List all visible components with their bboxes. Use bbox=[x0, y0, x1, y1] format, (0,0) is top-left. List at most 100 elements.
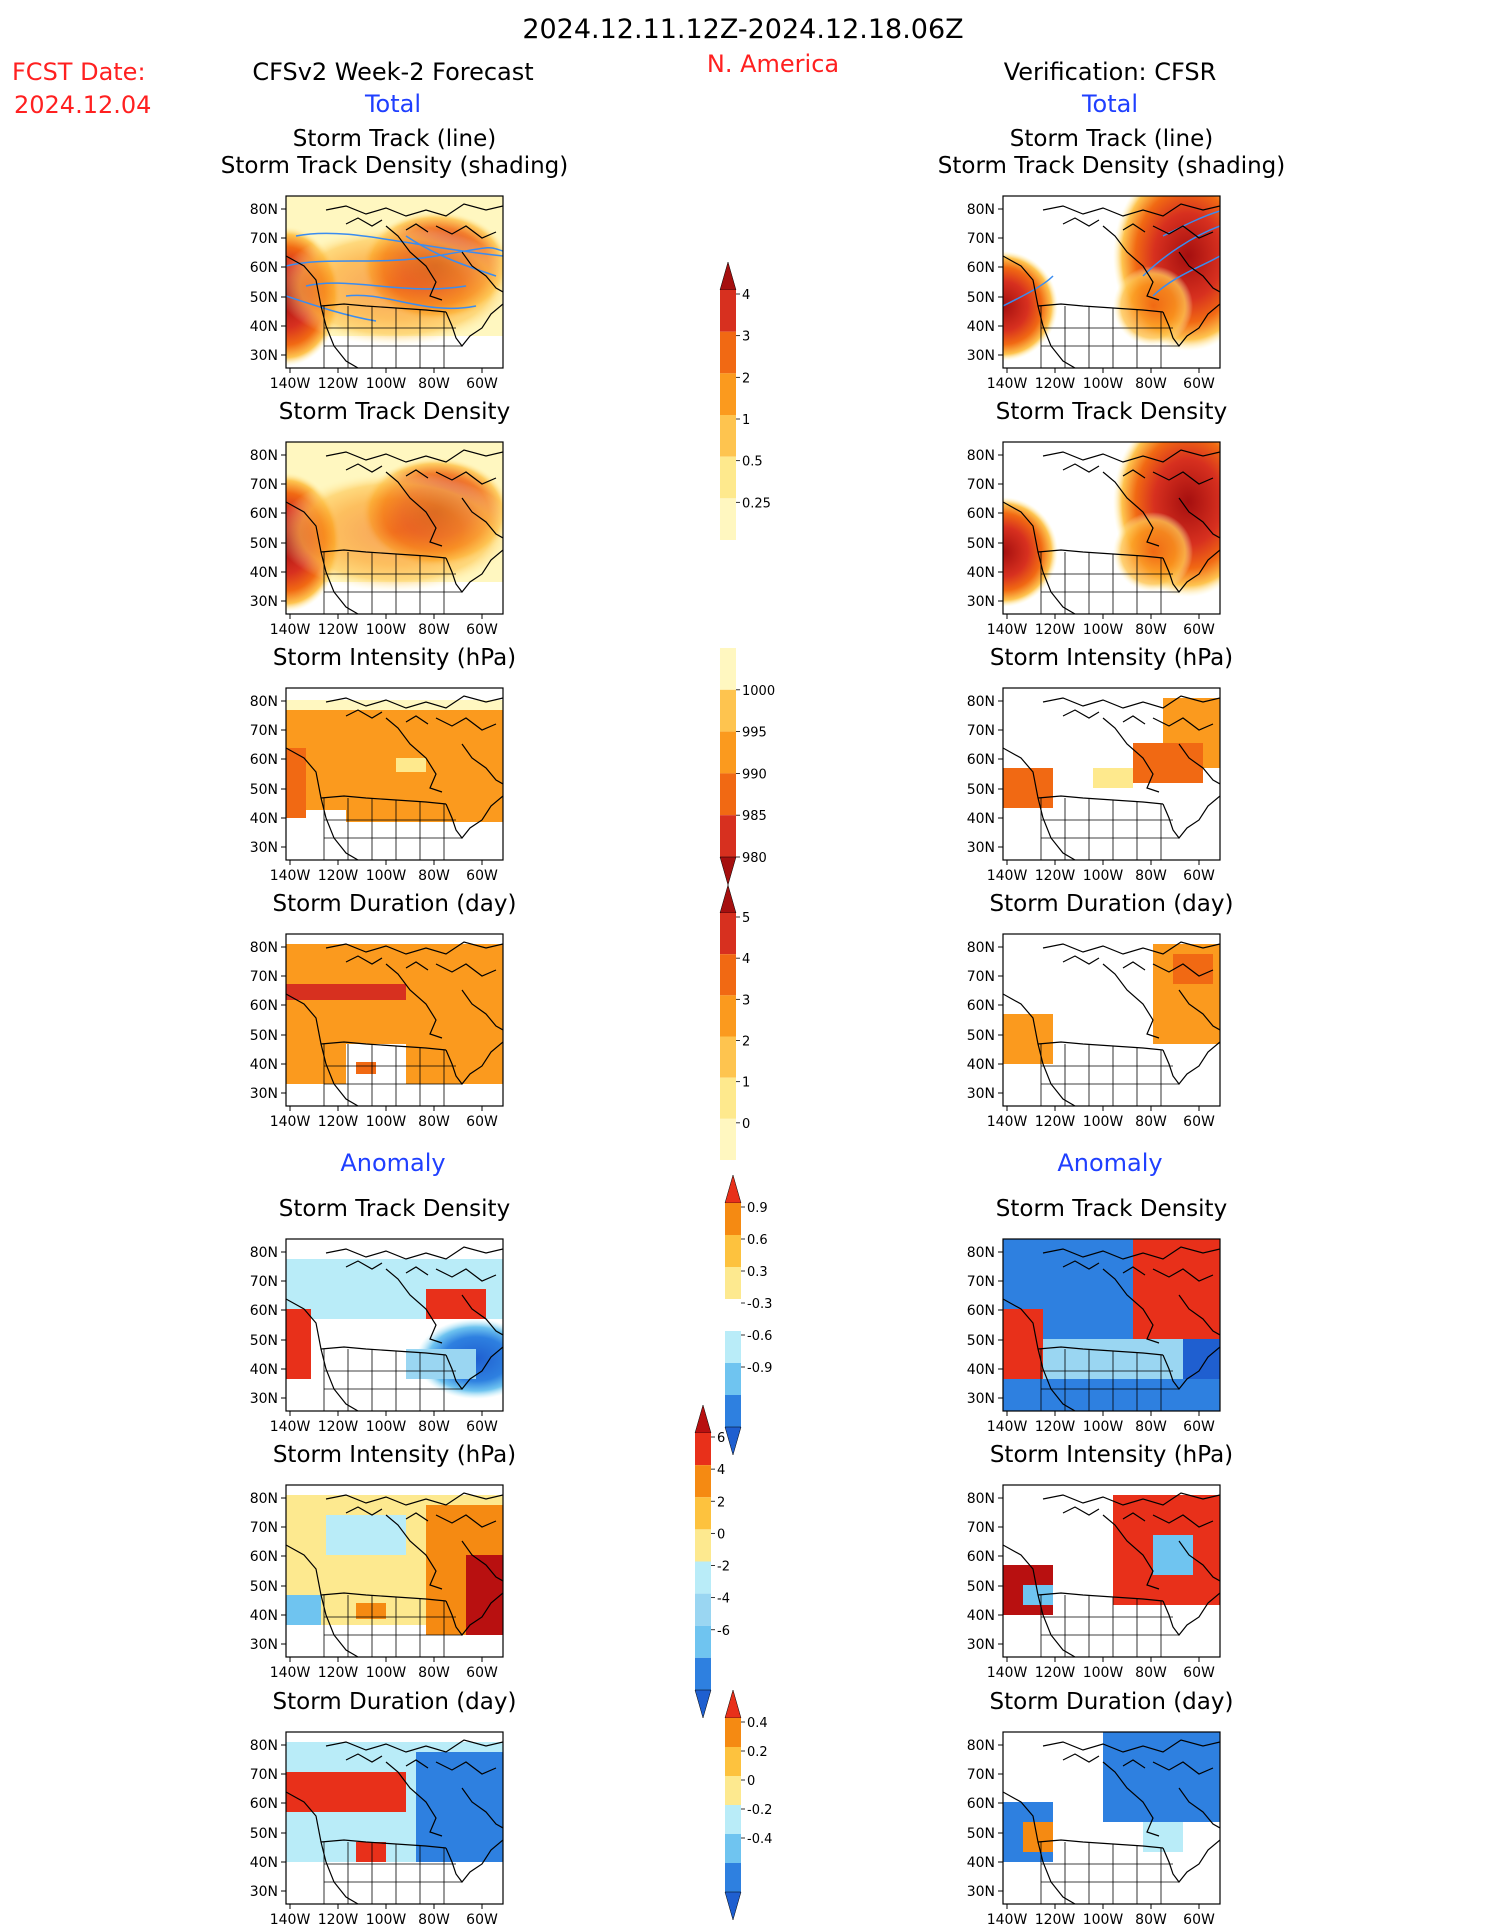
lat-tick-label: 40N bbox=[967, 565, 995, 581]
lon-tick-label: 60W bbox=[466, 1419, 498, 1435]
lon-tick-label: 140W bbox=[987, 622, 1028, 638]
lon-tick-label: 140W bbox=[270, 1114, 311, 1130]
lat-tick-label: 80N bbox=[250, 694, 278, 710]
lat-tick-label: 50N bbox=[967, 782, 995, 798]
map-frame bbox=[285, 1731, 504, 1905]
panel-title: Storm Intensity (hPa) bbox=[990, 1442, 1233, 1468]
lat-tick-label: 80N bbox=[250, 940, 278, 956]
lat-tick-label: 30N bbox=[250, 1637, 278, 1653]
lon-tick-label: 100W bbox=[366, 1912, 407, 1925]
colorbar-tick-label: 2 bbox=[717, 1495, 725, 1510]
colorbar-tick-label: 0 bbox=[742, 1117, 750, 1132]
colorbar-duration: 5 4 3 2 1 0 bbox=[719, 884, 750, 1160]
map-panel-verification-5: Storm Track Density 80N 70N 60N 50N 40N 30N 140… bbox=[967, 1196, 1228, 1435]
lat-tick-label: 60N bbox=[967, 1796, 995, 1812]
lat-tick-label: 70N bbox=[967, 231, 995, 247]
lat-tick-label: 40N bbox=[250, 1855, 278, 1871]
lat-tick-label: 60N bbox=[967, 998, 995, 1014]
colorbar-tick-label: 3 bbox=[742, 330, 750, 345]
panel-title: Storm Track Density bbox=[996, 399, 1227, 425]
colorbar-tick-label: 0.25 bbox=[742, 496, 771, 511]
colorbar-tick-label: 0.6 bbox=[747, 1233, 768, 1248]
lat-tick-label: 60N bbox=[967, 1549, 995, 1565]
panel-title: Storm Duration (day) bbox=[273, 1689, 517, 1715]
panel-title: Storm Duration (day) bbox=[990, 891, 1234, 917]
panel-title: Storm Track (line) bbox=[293, 126, 496, 152]
lon-tick-label: 100W bbox=[366, 1114, 407, 1130]
lon-tick-label: 120W bbox=[318, 1912, 359, 1925]
lon-tick-label: 140W bbox=[987, 1419, 1028, 1435]
lat-tick-label: 60N bbox=[250, 998, 278, 1014]
lat-tick-label: 80N bbox=[967, 694, 995, 710]
colorbar-tick-label: 0 bbox=[717, 1527, 725, 1542]
map-frame bbox=[285, 687, 504, 861]
colorbar-tick-label: 1 bbox=[742, 413, 750, 428]
lon-tick-label: 80W bbox=[1135, 622, 1167, 638]
colorbar-tick-label: 1 bbox=[742, 1076, 750, 1091]
lat-tick-label: 70N bbox=[250, 1274, 278, 1290]
lon-tick-label: 60W bbox=[466, 622, 498, 638]
lat-tick-label: 30N bbox=[250, 1884, 278, 1900]
lon-tick-label: 120W bbox=[1035, 376, 1076, 392]
right-column-title: Verification: CFSR bbox=[1004, 58, 1217, 86]
lon-tick-label: 140W bbox=[270, 622, 311, 638]
lon-tick-label: 80W bbox=[1135, 376, 1167, 392]
colorbar-tick-label: 4 bbox=[717, 1463, 725, 1478]
lat-tick-label: 40N bbox=[967, 319, 995, 335]
lon-tick-label: 60W bbox=[1183, 1419, 1215, 1435]
lat-tick-label: 80N bbox=[250, 1738, 278, 1754]
colorbar-tick-label: 0.3 bbox=[747, 1265, 768, 1280]
map-frame bbox=[1002, 687, 1221, 861]
lat-tick-label: 50N bbox=[967, 1333, 995, 1349]
lon-tick-label: 60W bbox=[1183, 1114, 1215, 1130]
map-panel-verification-1: Storm Track (line)Storm Track Density (s… bbox=[938, 126, 1285, 392]
map-panel-verification-7: Storm Duration (day) 80N 70N 60N 50N 40N 30N 14… bbox=[967, 1689, 1234, 1925]
lon-tick-label: 60W bbox=[466, 376, 498, 392]
colorbar-tick-label: -6 bbox=[717, 1624, 730, 1639]
map-panel-verification-3: Storm Intensity (hPa) 80N 70N 60N 50N 40N 30N 1… bbox=[967, 645, 1233, 884]
map-panel-forecast-5: Storm Track Density 80N 70N 60N 50N 40N 30N 140… bbox=[250, 1196, 511, 1435]
lon-tick-label: 100W bbox=[1083, 622, 1124, 638]
lat-tick-label: 60N bbox=[250, 1303, 278, 1319]
lat-tick-label: 40N bbox=[967, 811, 995, 827]
lat-tick-label: 80N bbox=[967, 202, 995, 218]
lat-tick-label: 30N bbox=[967, 840, 995, 856]
map-frame bbox=[1002, 1731, 1221, 1905]
map-panel-verification-2: Storm Track Density 80N 70N 60N 50N 40N 30N 140… bbox=[967, 399, 1228, 638]
lat-tick-label: 60N bbox=[967, 1303, 995, 1319]
map-frame bbox=[285, 1484, 504, 1658]
lat-tick-label: 70N bbox=[250, 1520, 278, 1536]
lon-tick-label: 100W bbox=[1083, 1912, 1124, 1925]
panel-title: Storm Duration (day) bbox=[273, 891, 517, 917]
lat-tick-label: 60N bbox=[967, 752, 995, 768]
region-title: N. America bbox=[707, 50, 839, 78]
colorbar-tick-label: -2 bbox=[717, 1560, 730, 1575]
lat-tick-label: 70N bbox=[967, 1274, 995, 1290]
colorbar-tick-label: 0 bbox=[747, 1774, 755, 1789]
lon-tick-label: 60W bbox=[466, 1665, 498, 1681]
map-panel-forecast-7: Storm Duration (day) 80N 70N 60N 50N 40N 30N 14… bbox=[250, 1689, 517, 1925]
lat-tick-label: 50N bbox=[250, 536, 278, 552]
lat-tick-label: 70N bbox=[967, 969, 995, 985]
map-frame bbox=[285, 195, 504, 369]
panel-title: Storm Track Density bbox=[279, 1196, 510, 1222]
fcst-date-label: FCST Date: bbox=[12, 58, 146, 86]
lat-tick-label: 60N bbox=[967, 506, 995, 522]
colorbar-anom-density: 0.9 0.6 0.3 -0.3 -0.6 -0.9 bbox=[724, 1174, 772, 1456]
lat-tick-label: 40N bbox=[250, 811, 278, 827]
lat-tick-label: 80N bbox=[967, 1245, 995, 1261]
lat-tick-label: 50N bbox=[967, 1579, 995, 1595]
lon-tick-label: 120W bbox=[318, 1665, 359, 1681]
colorbar-tick-label: -0.2 bbox=[747, 1803, 772, 1818]
lon-tick-label: 120W bbox=[318, 622, 359, 638]
lon-tick-label: 140W bbox=[270, 1665, 311, 1681]
colorbar-tick-label: 2 bbox=[742, 371, 750, 386]
map-frame bbox=[285, 933, 504, 1107]
left-anomaly-label: Anomaly bbox=[340, 1149, 445, 1177]
lat-tick-label: 40N bbox=[967, 1855, 995, 1871]
lat-tick-label: 30N bbox=[967, 594, 995, 610]
map-frame bbox=[285, 1238, 504, 1412]
lon-tick-label: 100W bbox=[366, 1665, 407, 1681]
lat-tick-label: 40N bbox=[250, 1608, 278, 1624]
